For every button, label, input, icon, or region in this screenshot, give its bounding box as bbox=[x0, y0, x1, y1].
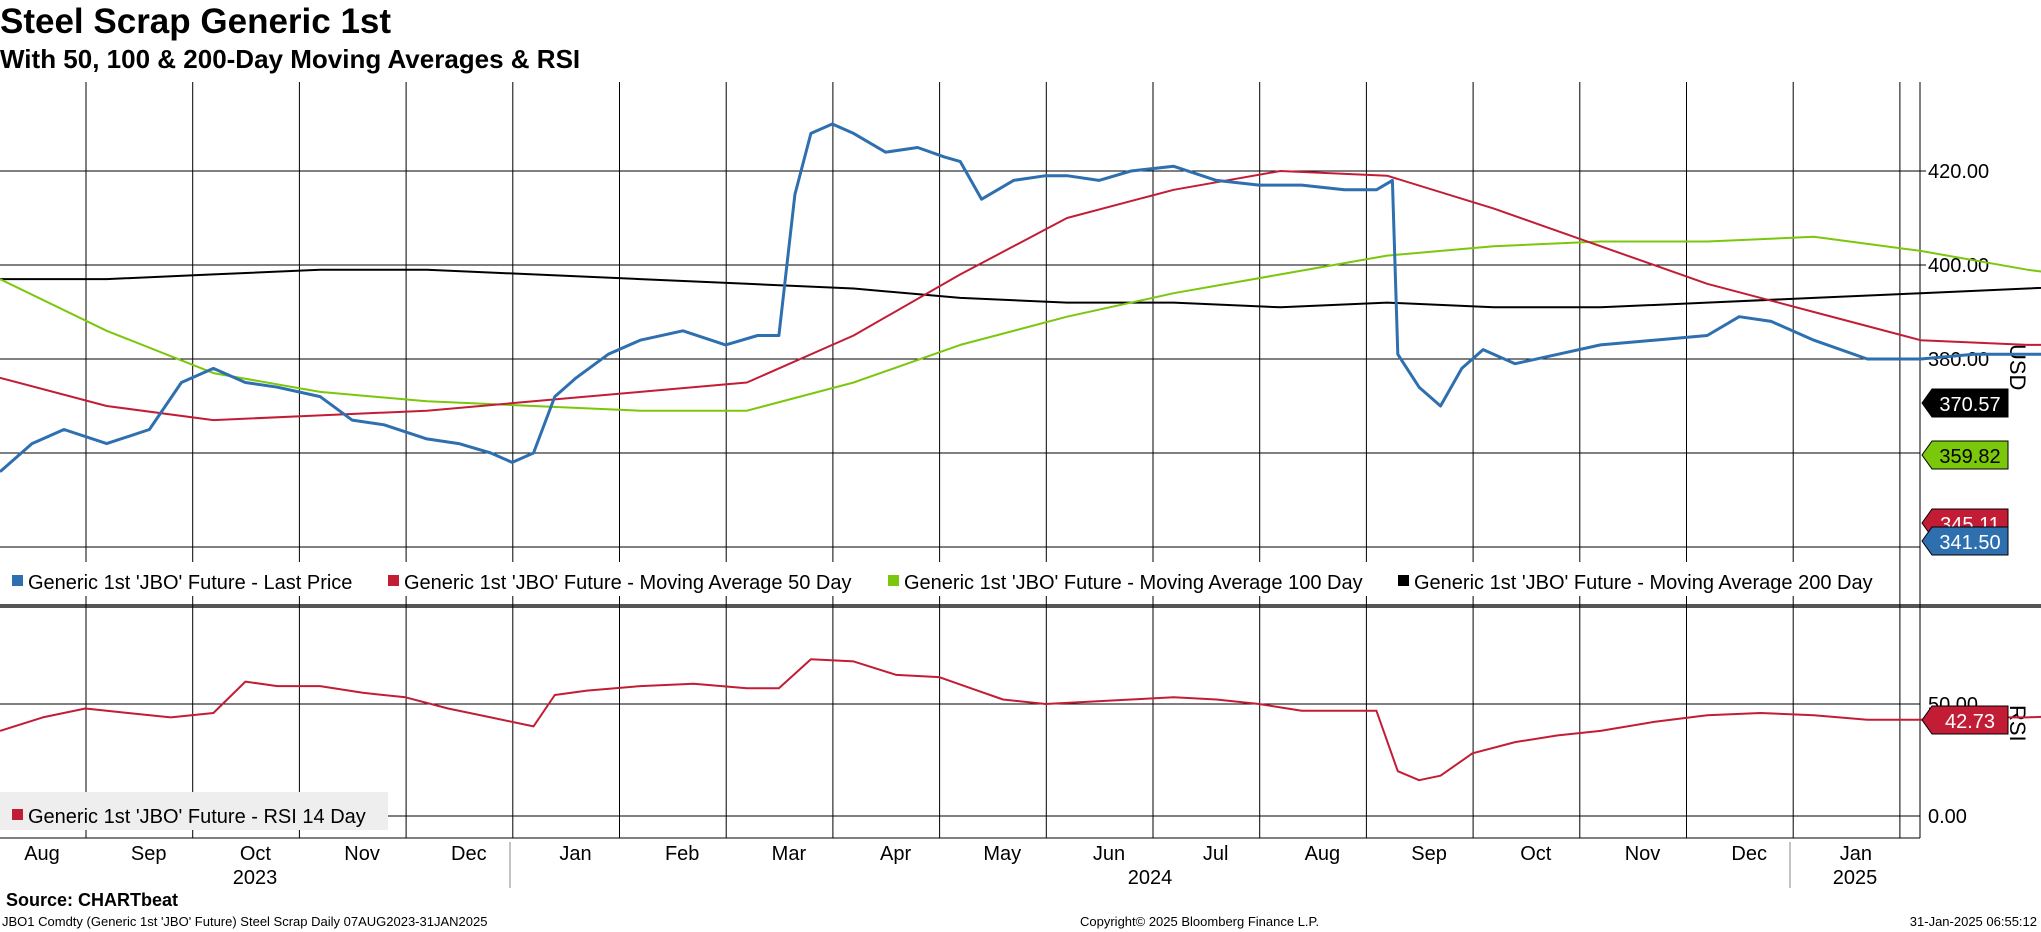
legend-swatch bbox=[388, 575, 399, 586]
legend-entry: Generic 1st 'JBO' Future - Moving Averag… bbox=[1414, 572, 1873, 594]
x-tick-label-month: Nov bbox=[1625, 843, 1661, 865]
x-tick-label-month: Jul bbox=[1203, 843, 1229, 865]
x-tick-label-month: Oct bbox=[240, 843, 272, 865]
y-axis-label-rsi: RSI bbox=[2005, 705, 2030, 742]
ma100-line bbox=[0, 235, 2041, 412]
x-tick-label-month: Oct bbox=[1520, 843, 1552, 865]
footer-copyright: Copyright© 2025 Bloomberg Finance L.P. bbox=[1080, 914, 1320, 929]
x-tick-label-month: Apr bbox=[880, 843, 911, 865]
rsi-legend-background bbox=[0, 792, 388, 830]
ma50-line bbox=[0, 170, 2041, 422]
footer-timestamp: 31-Jan-2025 06:55:12 bbox=[1909, 914, 2037, 929]
x-tick-label-month: Jan bbox=[1840, 843, 1872, 865]
y-tick-label-rsi: 0.00 bbox=[1928, 806, 1967, 828]
x-tick-label-month: Dec bbox=[451, 843, 487, 865]
x-tick-label-month: Sep bbox=[131, 843, 167, 865]
legend-swatch bbox=[1398, 575, 1409, 586]
legend-entry: Generic 1st 'JBO' Future - Moving Averag… bbox=[904, 572, 1363, 594]
x-tick-label-month: Sep bbox=[1411, 843, 1447, 865]
source-label: Source: CHARTbeat bbox=[6, 890, 179, 910]
x-tick-label-month: May bbox=[983, 843, 1021, 865]
chart-title: Steel Scrap Generic 1st bbox=[0, 2, 392, 41]
x-tick-label-month: Jun bbox=[1093, 843, 1125, 865]
x-tick-label-month: Dec bbox=[1731, 843, 1767, 865]
chart-subtitle: With 50, 100 & 200-Day Moving Averages &… bbox=[0, 44, 581, 74]
x-tick-label-year: 2024 bbox=[1128, 867, 1173, 889]
price-line bbox=[0, 122, 2041, 473]
x-tick-label-month: Jan bbox=[559, 843, 591, 865]
rsi-value-label: 42.73 bbox=[1945, 711, 1995, 733]
legend-background bbox=[0, 562, 1895, 596]
rsi-tag bbox=[1921, 705, 2009, 735]
price-tag bbox=[1921, 526, 2009, 556]
x-tick-label-month: Nov bbox=[344, 843, 380, 865]
legend-swatch bbox=[12, 809, 23, 820]
x-tick-label-month: Aug bbox=[24, 843, 60, 865]
x-tick-label-month: Aug bbox=[1305, 843, 1341, 865]
y-tick-label-price: 420.00 bbox=[1928, 161, 1989, 183]
legend-entry: Generic 1st 'JBO' Future - RSI 14 Day bbox=[28, 806, 366, 828]
x-tick-label-month: Feb bbox=[665, 843, 699, 865]
x-tick-label-year: 2023 bbox=[233, 867, 278, 889]
ma200-value-label: 370.57 bbox=[1939, 394, 2000, 416]
y-tick-label-price: 380.00 bbox=[1928, 349, 1989, 371]
ma100-tag bbox=[1921, 440, 2009, 470]
y-axis-label-price: USD bbox=[2005, 344, 2030, 390]
x-tick-label-year: 2025 bbox=[1833, 867, 1878, 889]
legend-entry: Generic 1st 'JBO' Future - Moving Averag… bbox=[404, 572, 851, 594]
price-value-label: 341.50 bbox=[1939, 532, 2000, 554]
legend-swatch bbox=[888, 575, 899, 586]
rsi-line bbox=[0, 658, 2041, 782]
ma100-value-label: 359.82 bbox=[1939, 446, 2000, 468]
legend-swatch bbox=[12, 575, 23, 586]
ma200-line bbox=[0, 268, 2041, 309]
ma200-tag bbox=[1921, 388, 2009, 418]
x-tick-label-month: Mar bbox=[772, 843, 807, 865]
footer-ticker-info: JBO1 Comdty (Generic 1st 'JBO' Future) S… bbox=[2, 914, 488, 929]
legend-entry: Generic 1st 'JBO' Future - Last Price bbox=[28, 572, 352, 594]
